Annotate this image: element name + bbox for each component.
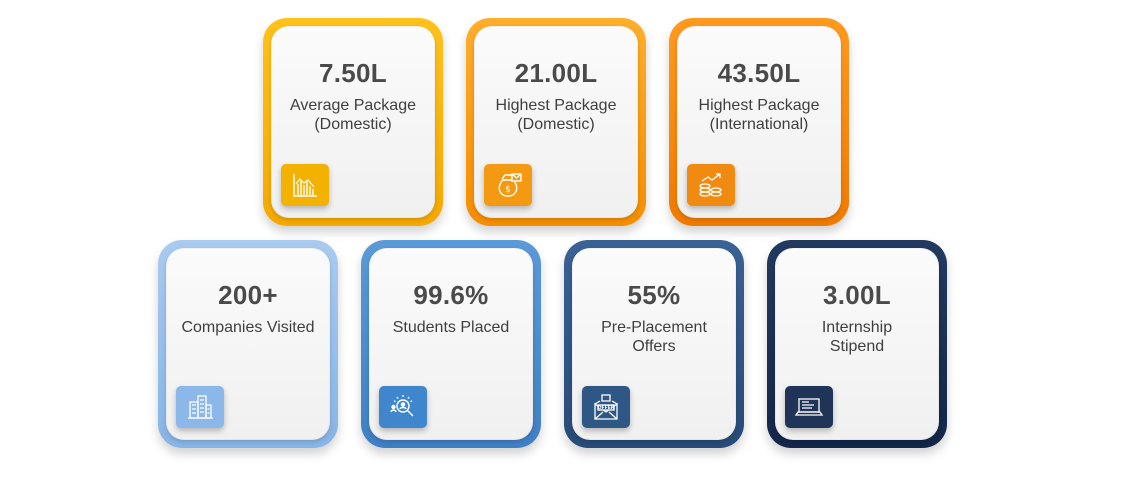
stat-label: Pre-Placement Offers bbox=[578, 318, 730, 356]
stat-label-line2: Stipend bbox=[829, 338, 885, 355]
offer-letter-icon: OFFER bbox=[582, 386, 630, 428]
stat-label: Companies Visited bbox=[172, 318, 324, 337]
bar-chart-icon bbox=[281, 164, 329, 206]
stat-value: 200+ bbox=[218, 280, 278, 310]
stat-value: 21.00L bbox=[514, 58, 598, 88]
stat-label-line1: Highest Package bbox=[698, 97, 820, 114]
stat-card-pre-placement-offers: 55% Pre-Placement Offers OFFER bbox=[564, 240, 744, 448]
stat-card-highest-package-international: 43.50L Highest Package (International) bbox=[669, 18, 849, 226]
stat-card-body: 200+ Companies Visited bbox=[166, 248, 330, 440]
stat-card-students-placed: 99.6% Students Placed bbox=[361, 240, 541, 448]
stat-label-line2: (Domestic) bbox=[314, 116, 392, 133]
stat-card-body: 55% Pre-Placement Offers OFFER bbox=[572, 248, 736, 440]
stat-card-body: 7.50L Average Package (Domestic) bbox=[271, 26, 435, 218]
laptop-icon bbox=[785, 386, 833, 428]
stat-label-line1: Internship bbox=[821, 319, 893, 336]
stat-value: 43.50L bbox=[717, 58, 801, 88]
stat-label: Highest Package (Domestic) bbox=[480, 96, 632, 134]
stat-card-companies-visited: 200+ Companies Visited bbox=[158, 240, 338, 448]
money-bag-icon: $ bbox=[484, 164, 532, 206]
stat-card-average-package: 7.50L Average Package (Domestic) bbox=[263, 18, 443, 226]
stat-label-line2: (Domestic) bbox=[517, 116, 595, 133]
stat-label-line1: Students Placed bbox=[392, 319, 510, 336]
stat-label-line2: Offers bbox=[632, 338, 676, 355]
stat-label-line1: Average Package bbox=[289, 97, 416, 114]
stat-label-line1: Highest Package bbox=[495, 97, 617, 114]
stat-card-highest-package-domestic: 21.00L Highest Package (Domestic) $ bbox=[466, 18, 646, 226]
stat-label-line1: Pre-Placement bbox=[601, 319, 707, 336]
stat-value: 3.00L bbox=[823, 280, 891, 310]
stat-card-body: 43.50L Highest Package (International) bbox=[677, 26, 841, 218]
stat-card-body: 99.6% Students Placed bbox=[369, 248, 533, 440]
stat-label: Internship Stipend bbox=[781, 318, 933, 356]
stat-card-internship-stipend: 3.00L Internship Stipend bbox=[767, 240, 947, 448]
stat-label: Students Placed bbox=[375, 318, 527, 337]
stat-label: Average Package (Domestic) bbox=[277, 96, 429, 134]
stat-card-body: 21.00L Highest Package (Domestic) $ bbox=[474, 26, 638, 218]
stat-label-line1: Companies Visited bbox=[181, 319, 315, 336]
svg-text:OFFER: OFFER bbox=[598, 405, 615, 411]
people-search-icon bbox=[379, 386, 427, 428]
stat-value: 55% bbox=[627, 280, 681, 310]
stat-value: 99.6% bbox=[413, 280, 489, 310]
stat-label-line2: (International) bbox=[709, 116, 809, 133]
buildings-icon bbox=[176, 386, 224, 428]
coins-growth-icon bbox=[687, 164, 735, 206]
stat-value: 7.50L bbox=[319, 58, 387, 88]
stat-card-body: 3.00L Internship Stipend bbox=[775, 248, 939, 440]
stat-label: Highest Package (International) bbox=[683, 96, 835, 134]
svg-text:$: $ bbox=[505, 185, 511, 195]
